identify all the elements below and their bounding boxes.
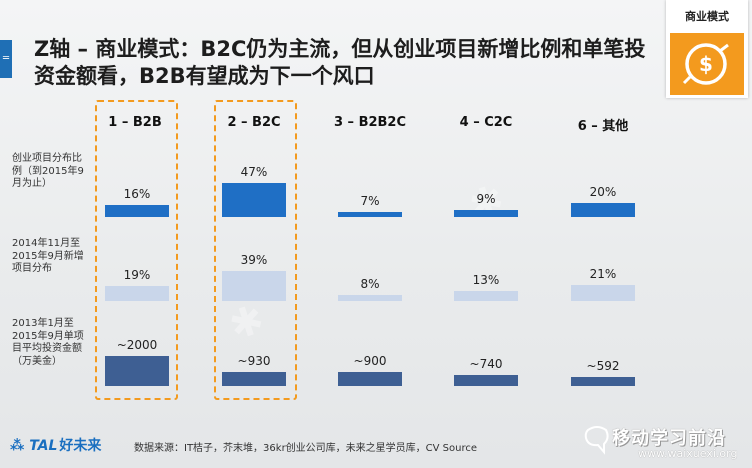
column-header: 1 – B2B: [108, 115, 162, 130]
value-label: 7%: [360, 194, 380, 208]
value-label: 20%: [589, 185, 617, 199]
value-label: ~592: [586, 359, 620, 373]
bar-3-5: [571, 377, 635, 386]
value-label: 13%: [472, 273, 500, 287]
chat-bubble-icon: [584, 426, 609, 455]
bar-1-3: [338, 212, 402, 217]
row-label: 2013年1月至2015年9月单项目平均投资金额（万美金）: [12, 318, 84, 367]
tal-logo-text: TAL: [29, 438, 58, 454]
bar-1-1: [105, 205, 169, 217]
watermark-title: 移动学习前沿: [612, 428, 726, 449]
column-header: 2 – B2C: [227, 115, 281, 130]
page-title: Z轴 – 商业模式：B2C仍为主流，但从创业项目新增比例和单笔投资金额看，B2B…: [34, 37, 646, 88]
corner-watermark: 移动学习前沿 www.waixuexi.org: [584, 424, 750, 464]
value-label: 19%: [123, 268, 151, 282]
bar-2-4: [454, 291, 518, 301]
bar-3-1: [105, 356, 169, 386]
bar-1-4: [454, 210, 518, 217]
row-label: 2014年11月至2015年9月新增项目分布: [12, 238, 84, 274]
bar-2-2: [222, 271, 286, 301]
value-label: ~740: [469, 357, 503, 371]
bar-2-1: [105, 286, 169, 301]
column-header: 4 – C2C: [459, 115, 513, 130]
equals-icon: ═: [2, 53, 10, 64]
bar-3-2: [222, 372, 286, 386]
tal-logo-cn: 好未来: [59, 438, 102, 454]
section-badge: 商业模式 $: [666, 0, 748, 98]
value-label: 16%: [123, 187, 151, 201]
bar-3-3: [338, 372, 402, 386]
value-label: ~900: [353, 354, 387, 368]
section-tab: ═: [0, 40, 12, 78]
value-label: 47%: [240, 165, 268, 179]
value-label: 8%: [360, 277, 380, 291]
highlight-frame-b2c: [214, 100, 297, 400]
watermark-url: www.waixuexi.org: [638, 447, 738, 460]
bar-3-4: [454, 375, 518, 386]
svg-text:$: $: [699, 52, 713, 76]
column-header: 3 – B2B2C: [333, 115, 407, 130]
bar-2-3: [338, 295, 402, 301]
row-label: 创业项目分布比例（到2015年9月为止）: [12, 153, 84, 189]
bar-1-5: [571, 203, 635, 217]
tal-logo-icon: ⁂: [10, 438, 25, 454]
column-header: 6 – 其他: [577, 119, 629, 134]
value-label: 39%: [240, 253, 268, 267]
tal-logo: ⁂ TAL 好未来: [10, 435, 101, 455]
bar-1-2: [222, 183, 286, 217]
value-label: 9%: [476, 192, 496, 206]
bar-2-5: [571, 285, 635, 301]
value-label: ~2000: [116, 338, 158, 352]
value-label: ~930: [237, 354, 271, 368]
data-source: 数据来源：IT桔子，芥末堆，36kr创业公司库，未来之星学员库，CV Sourc…: [134, 443, 478, 454]
highlight-frame-b2b: [95, 100, 178, 400]
value-label: 21%: [589, 267, 617, 281]
badge-label: 商业模式: [685, 10, 729, 23]
dollar-coin-icon: $: [670, 33, 744, 95]
